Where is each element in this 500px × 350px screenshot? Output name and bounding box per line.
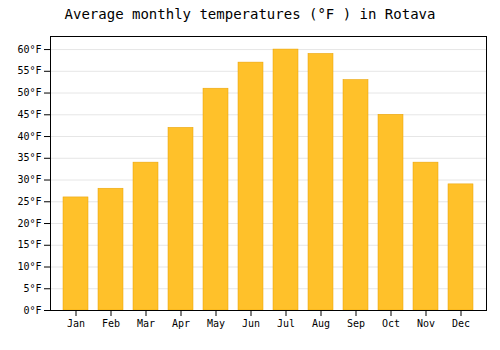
svg-text:Oct: Oct (382, 318, 400, 329)
svg-text:Jun: Jun (242, 318, 260, 329)
svg-text:10°F: 10°F (17, 261, 41, 272)
svg-text:Aug: Aug (312, 318, 330, 329)
svg-text:60°F: 60°F (17, 44, 41, 55)
svg-text:Dec: Dec (452, 318, 470, 329)
svg-text:5°F: 5°F (23, 283, 41, 294)
svg-text:Apr: Apr (172, 318, 190, 329)
svg-text:May: May (207, 318, 225, 329)
html-text:Average monthly temperatures (: Average monthly temperatures (°F ) in Ro… (64, 6, 436, 22)
svg-text:55°F: 55°F (17, 65, 41, 76)
svg-text:Sep: Sep (347, 318, 365, 329)
svg-text:Feb: Feb (102, 318, 120, 329)
svg-text:15°F: 15°F (17, 239, 41, 250)
svg-text:25°F: 25°F (17, 196, 41, 207)
svg-text:45°F: 45°F (17, 109, 41, 120)
svg-text:Nov: Nov (417, 318, 435, 329)
svg-text:Jan: Jan (67, 318, 85, 329)
svg-text:0°F: 0°F (23, 305, 41, 316)
svg-text:35°F: 35°F (17, 152, 41, 163)
svg-text:Mar: Mar (137, 318, 155, 329)
svg-text:20°F: 20°F (17, 218, 41, 229)
svg-text:Jul: Jul (277, 318, 295, 329)
svg-text:30°F: 30°F (17, 174, 41, 185)
svg-text:40°F: 40°F (17, 131, 41, 142)
svg-text:50°F: 50°F (17, 87, 41, 98)
